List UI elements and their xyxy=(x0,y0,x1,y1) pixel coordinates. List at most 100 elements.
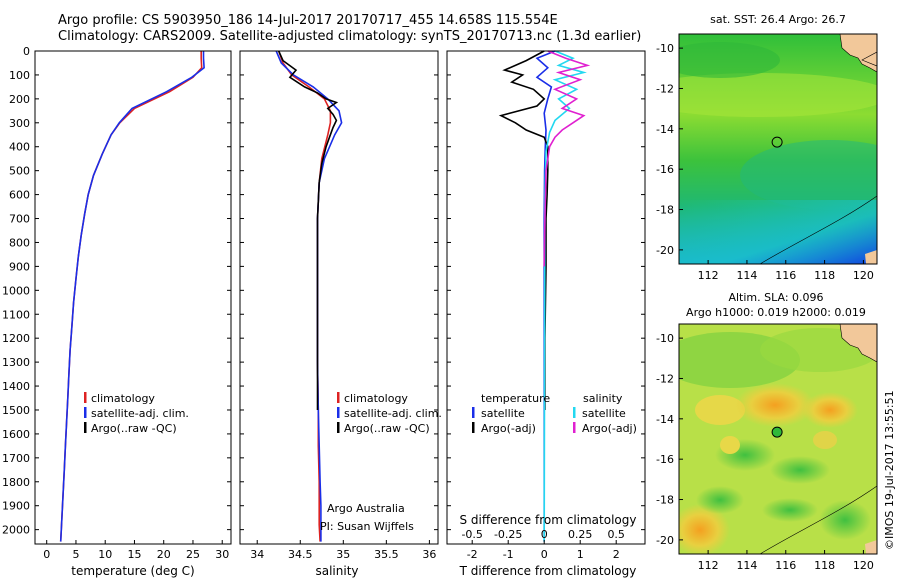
sla-map-panel: Altim. SLA: 0.096 Argo h1000: 0.019 h200… xyxy=(656,291,878,572)
argo-position-marker xyxy=(771,136,783,148)
x-tick-label: 35.5 xyxy=(374,548,399,561)
legend-swatch-climatology xyxy=(337,392,340,403)
legend-swatch-t-satellite xyxy=(472,407,475,418)
depth-tick-label: 800 xyxy=(9,236,30,249)
lon-tick-label: 120 xyxy=(853,269,874,282)
depth-tick-label: 0 xyxy=(23,45,30,58)
legend-label-t-argo: Argo(-adj) xyxy=(481,422,536,435)
lat-tick-label: -10 xyxy=(656,332,674,345)
x-tick-label: 36 xyxy=(422,548,436,561)
legend-label-climatology: climatology xyxy=(344,392,408,405)
depth-tick-label: 1000 xyxy=(2,284,30,297)
x-tick-label: 15 xyxy=(127,548,141,561)
lon-tick-label: 114 xyxy=(736,269,757,282)
x-tick-label: 34.5 xyxy=(288,548,313,561)
lat-tick-label: -18 xyxy=(656,494,674,507)
depth-tick-label: 1100 xyxy=(2,308,30,321)
legend-swatch-satellite-adj xyxy=(337,407,340,418)
legend-swatch-s-argo xyxy=(573,422,576,433)
lon-tick-label: 118 xyxy=(814,559,835,572)
depth-tick-label: 1800 xyxy=(2,476,30,489)
depth-tick-label: 600 xyxy=(9,189,30,202)
legend-swatch-climatology xyxy=(84,392,87,403)
depth-tick-label: 1600 xyxy=(2,428,30,441)
legend-swatch-satellite-adj xyxy=(84,407,87,418)
x-tick-label: 20 xyxy=(157,548,171,561)
x-tick-label: 0 xyxy=(541,548,548,561)
legend-label-argo: Argo(..raw -QC) xyxy=(344,422,430,435)
lat-tick-label: -12 xyxy=(656,82,674,95)
sst-map-image xyxy=(679,34,877,264)
x-tick-label: 35 xyxy=(336,548,350,561)
x-tick-label: 0 xyxy=(43,548,50,561)
lat-tick-label: -20 xyxy=(656,244,674,257)
salinity-legend: climatology satellite-adj. clim. Argo(..… xyxy=(337,392,442,435)
legend-swatch-t-argo xyxy=(472,422,475,433)
lon-tick-label: 116 xyxy=(775,269,796,282)
series-line-argo-adj- xyxy=(543,50,591,267)
lat-tick-label: -18 xyxy=(656,204,674,217)
lat-tick-label: -10 xyxy=(656,42,674,55)
lat-tick-label: -14 xyxy=(656,413,674,426)
x-tick-label: 5 xyxy=(72,548,79,561)
series-line-satellite-adj-clim- xyxy=(59,51,205,542)
top-x-tick-label: -0.25 xyxy=(494,528,522,541)
depth-tick-label: 1200 xyxy=(2,332,30,345)
sla-map-title-line2: Argo h1000: 0.019 h2000: 0.019 xyxy=(686,306,866,319)
difference-plot-frame xyxy=(446,50,646,545)
depth-tick-label: 1500 xyxy=(2,404,30,417)
difference-panel: -2 -1 0 1 2 -0.5 -0.25 0 0.25 0.5 S difference f… xyxy=(446,50,646,578)
series-line-satellite-adj-clim- xyxy=(275,50,343,542)
sla-map-title-line1: Altim. SLA: 0.096 xyxy=(728,291,823,304)
salinity-axis-label: salinity xyxy=(315,564,358,578)
depth-tick-label: 700 xyxy=(9,213,30,226)
legend-swatch-argo xyxy=(84,422,87,433)
series-line-argo-adj- xyxy=(498,50,549,410)
lat-tick-label: -16 xyxy=(656,453,674,466)
x-tick-label: 34 xyxy=(250,548,264,561)
top-x-tick-label: 0.25 xyxy=(568,528,593,541)
top-x-tick-label: 0 xyxy=(541,528,548,541)
sst-map-title: sat. SST: 26.4 Argo: 26.7 xyxy=(710,13,846,26)
pi-name: PI: Susan Wijffels xyxy=(320,520,414,533)
depth-tick-label: 200 xyxy=(9,93,30,106)
depth-tick-label: 300 xyxy=(9,117,30,130)
lon-tick-label: 112 xyxy=(698,559,719,572)
lat-tick-label: -16 xyxy=(656,163,674,176)
sla-map-image xyxy=(679,324,877,554)
figure-title-line2: Climatology: CARS2009. Satellite-adjuste… xyxy=(58,29,641,44)
x-tick-label: 30 xyxy=(215,548,229,561)
top-x-tick-label: -0.5 xyxy=(461,528,482,541)
temperature-axis-label: temperature (deg C) xyxy=(71,564,194,578)
lon-tick-label: 112 xyxy=(698,269,719,282)
depth-tick-label: 400 xyxy=(9,141,30,154)
legend-swatch-s-satellite xyxy=(573,407,576,418)
lon-tick-label: 120 xyxy=(853,559,874,572)
difference-legend: temperature satellite Argo(-adj) salinit… xyxy=(472,392,637,435)
series-line-argo-raw-qc- xyxy=(277,50,339,410)
temperature-panel: 0100200300400500600700800900100011001200… xyxy=(2,45,645,578)
lat-tick-label: -12 xyxy=(656,372,674,385)
temperature-plot-frame xyxy=(34,50,232,545)
depth-tick-label: 2000 xyxy=(2,524,30,537)
depth-tick-label: 1400 xyxy=(2,380,30,393)
x-tick-label: -2 xyxy=(467,548,478,561)
depth-tick-label: 900 xyxy=(9,260,30,273)
x-tick-label: 10 xyxy=(98,548,112,561)
s-difference-axis-label: S difference from climatology xyxy=(460,513,637,527)
depth-tick-label: 1700 xyxy=(2,452,30,465)
figure-title-line1: Argo profile: CS 5903950_186 14-Jul-2017… xyxy=(58,13,558,28)
legend-title-salinity: salinity xyxy=(583,392,623,405)
series-line-satellite xyxy=(543,50,587,542)
sst-map-panel: sat. SST: 26.4 Argo: 26.7 -10 -12 -14 -16 -1… xyxy=(656,13,878,282)
legend-title-temperature: temperature xyxy=(481,392,550,405)
top-x-tick-label: 0.5 xyxy=(607,528,625,541)
legend-label-satellite-adj: satellite-adj. clim. xyxy=(91,407,189,420)
legend-label-s-satellite: satellite xyxy=(582,407,626,420)
x-tick-label: 2 xyxy=(613,548,620,561)
salinity-plot-frame xyxy=(239,50,439,545)
series-line-climatology xyxy=(59,51,203,542)
imos-credit: ©IMOS 19-Jul-2017 13:55:51 xyxy=(883,390,896,550)
argo-position-marker xyxy=(771,426,783,438)
